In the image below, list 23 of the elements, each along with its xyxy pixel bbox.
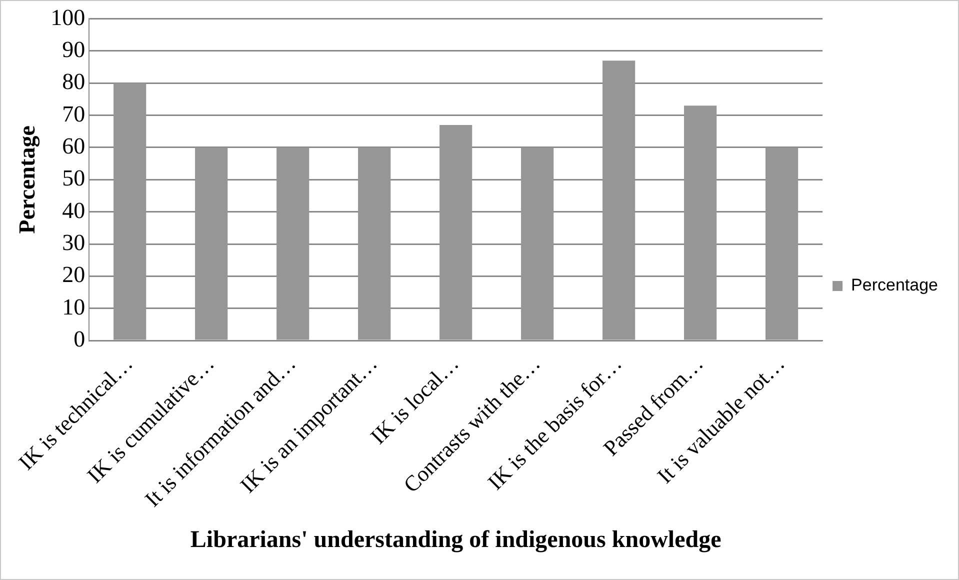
bar [602,60,636,340]
y-tick-label: 0 [74,326,86,352]
y-tick-label: 80 [62,69,86,94]
bar [358,147,391,340]
y-tick-label: 60 [62,134,86,159]
y-tick-label: 100 [50,4,86,30]
bar [276,147,310,340]
bar [766,147,798,340]
x-axis-title: Librarians' understanding of indigenous knowledge [190,526,722,553]
y-tick-label: 90 [62,37,86,62]
y-tick-label: 50 [62,166,86,191]
bar [684,106,717,340]
bar [195,147,228,340]
y-tick-label: 20 [62,262,86,288]
bar [521,147,554,340]
bar [114,83,146,340]
legend-label: Percentage [851,276,938,295]
y-tick-label: 70 [62,101,86,126]
y-tick-label: 10 [62,294,86,320]
y-axis-title: Percentage [14,126,41,234]
y-tick-label: 30 [62,230,86,256]
bar [440,124,472,340]
y-tick-label: 40 [62,198,86,223]
